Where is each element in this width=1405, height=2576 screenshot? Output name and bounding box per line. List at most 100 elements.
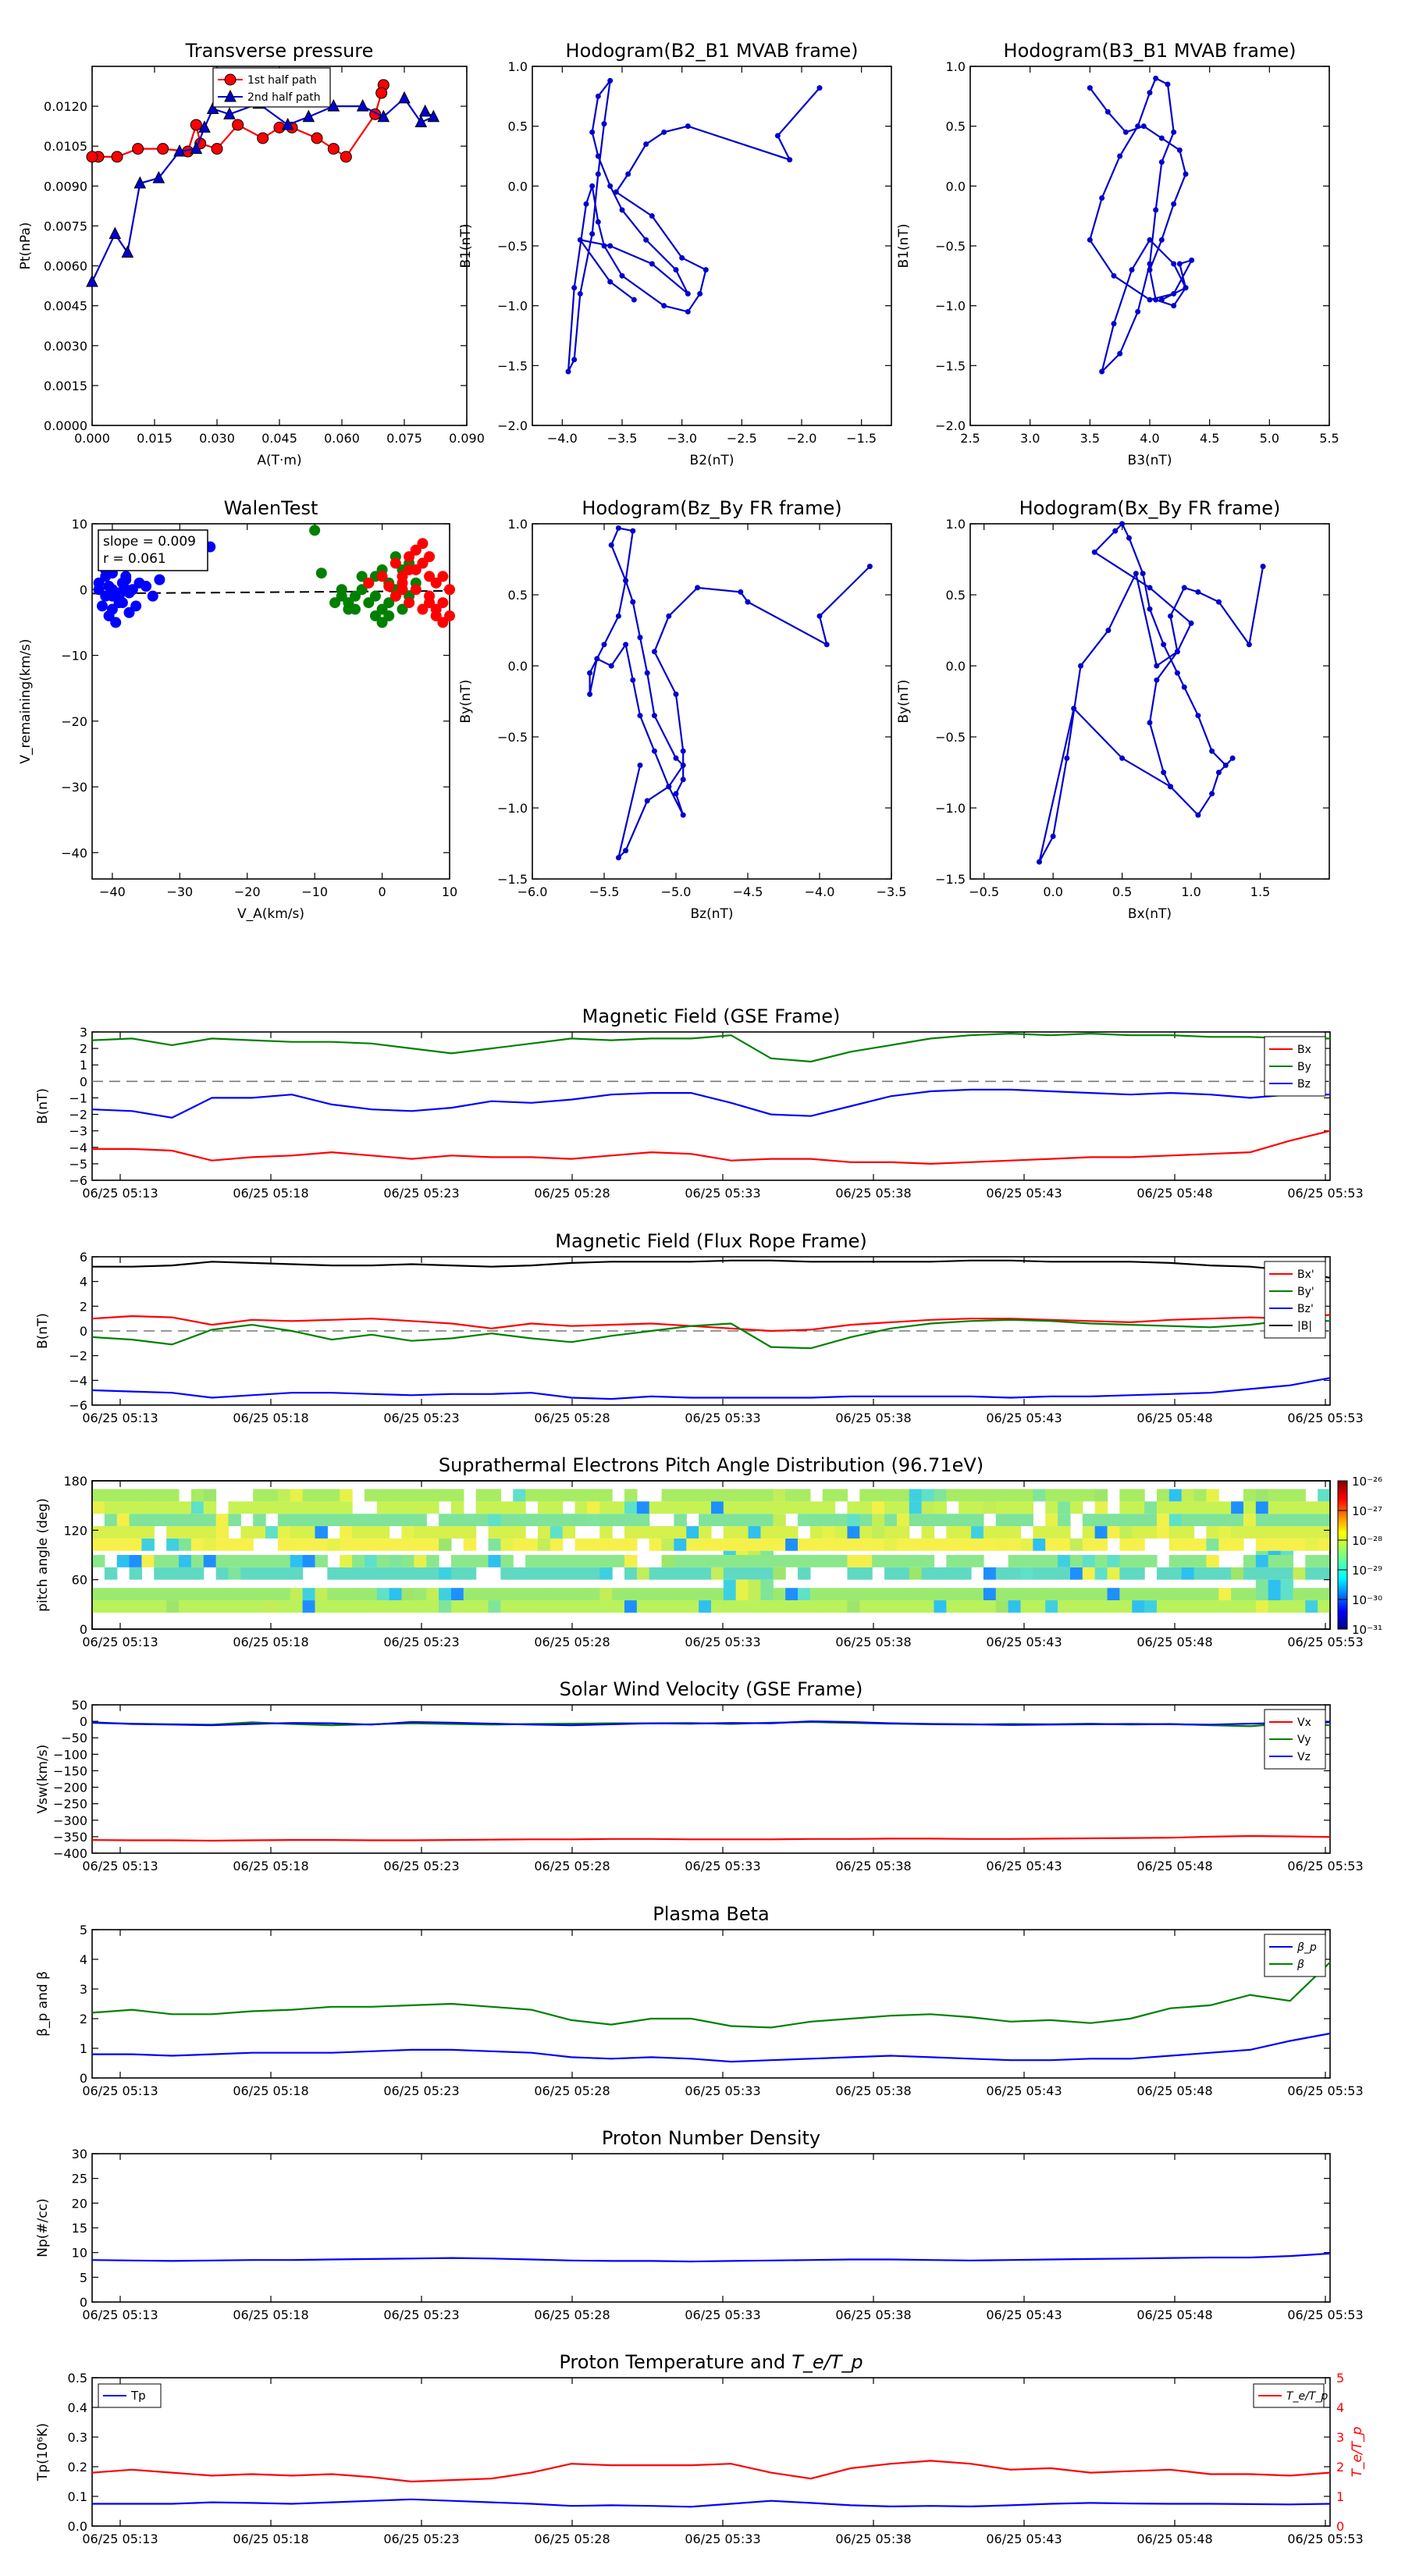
heatmap-cell: [302, 1600, 316, 1613]
colorbar-tick-label: 10⁻²⁶: [1352, 1475, 1382, 1489]
heatmap-cell: [327, 1600, 340, 1613]
series-line: [91, 1314, 1331, 1332]
heatmap-cell: [253, 1588, 266, 1601]
heatmap-cell: [215, 1555, 229, 1567]
data-point: [1153, 297, 1159, 303]
heatmap-cell: [215, 1514, 229, 1527]
data-point: [86, 274, 98, 287]
heatmap-cell: [215, 1538, 229, 1551]
heatmap-cell: [661, 1538, 675, 1551]
data-point: [619, 272, 625, 279]
heatmap-cell: [376, 1489, 390, 1502]
data-point: [1171, 261, 1177, 267]
heatmap-cell: [1045, 1501, 1058, 1514]
heatmap-cell: [699, 1600, 712, 1613]
heatmap-cell: [488, 1600, 501, 1613]
data-point: [623, 848, 629, 854]
heatmap-cell: [834, 1526, 848, 1539]
heatmap-cell: [1132, 1501, 1145, 1514]
data-point: [1119, 521, 1126, 527]
data-point: [1174, 649, 1180, 655]
chart-title: Transverse pressure: [185, 40, 374, 62]
heatmap-cell: [1132, 1567, 1145, 1580]
heatmap-cell: [735, 1579, 749, 1601]
data-point: [651, 649, 657, 655]
scatter-point: [376, 603, 388, 615]
y-tick-label: −400: [53, 1846, 87, 1861]
y-tick-label: 0.0: [508, 179, 528, 194]
heatmap-cell: [661, 1600, 675, 1613]
heatmap-cell: [426, 1600, 439, 1613]
y-tick-label: 0.0075: [44, 219, 87, 233]
heatmap-cell: [748, 1538, 762, 1551]
heatmap-cell: [822, 1501, 836, 1514]
data-point: [311, 132, 323, 144]
heatmap-cell: [1181, 1514, 1195, 1527]
heatmap-cell: [1008, 1514, 1022, 1527]
heatmap-cell: [116, 1538, 130, 1551]
scatter-point: [140, 581, 152, 592]
heatmap-cell: [735, 1501, 749, 1514]
y-tick-label: −1.0: [935, 801, 966, 816]
heatmap-cell: [562, 1526, 576, 1539]
data-point: [418, 104, 432, 117]
time-tick-label: 06/25 05:38: [835, 2307, 911, 2322]
x-tick-label: 3.0: [1020, 431, 1040, 446]
heatmap-cell: [1119, 1555, 1133, 1567]
time-tick-label: 06/25 05:18: [233, 1411, 308, 1425]
heatmap-cell: [340, 1588, 353, 1601]
heatmap-cell: [1181, 1526, 1195, 1539]
heatmap-cell: [798, 1588, 811, 1601]
legend-label: Vz: [1297, 1751, 1311, 1763]
heatmap-cell: [340, 1501, 353, 1514]
series-line: [91, 1377, 1331, 1400]
y-tick-label: 0.0: [946, 659, 966, 674]
data-point: [1091, 549, 1097, 555]
y-tick-label: −50: [61, 1731, 87, 1745]
heatmap-cell: [847, 1526, 860, 1539]
data-point: [680, 762, 686, 768]
data-point: [787, 157, 793, 163]
heatmap-cell: [636, 1526, 650, 1539]
scatter-point: [147, 590, 158, 602]
heatmap-cell: [1132, 1538, 1145, 1551]
y-tick-label: 0.5: [508, 119, 528, 134]
heatmap-cell: [1280, 1526, 1294, 1539]
heatmap-cell: [686, 1567, 699, 1580]
heatmap-cell: [525, 1489, 539, 1502]
heatmap-cell: [253, 1600, 266, 1613]
heatmap-cell: [203, 1588, 217, 1601]
heatmap-cell: [587, 1555, 600, 1567]
y-tick-label: 30: [72, 2147, 87, 2161]
time-tick-label: 06/25 05:53: [1287, 1859, 1363, 1873]
data-point: [666, 784, 672, 790]
y-tick-label: 1.0: [946, 517, 966, 532]
heatmap-cell: [1094, 1489, 1108, 1502]
heatmap-cell: [748, 1567, 762, 1580]
data-point: [702, 267, 709, 273]
heatmap-cell: [711, 1514, 724, 1527]
heatmap-cell: [426, 1588, 439, 1601]
data-point: [1147, 261, 1153, 267]
heatmap-cell: [785, 1600, 799, 1613]
y-tick-label: −1.5: [935, 872, 966, 887]
heatmap-cell: [798, 1555, 811, 1567]
series-line: [92, 2498, 1331, 2508]
heatmap-cell: [463, 1526, 477, 1539]
heatmap-cell: [1119, 1526, 1133, 1539]
time-tick-label: 06/25 05:18: [233, 2307, 308, 2322]
heatmap-cell: [884, 1567, 898, 1580]
heatmap-cell: [327, 1538, 340, 1551]
data-point: [1171, 303, 1177, 309]
heatmap-cell: [1181, 1567, 1195, 1580]
heatmap-cell: [500, 1555, 514, 1567]
heatmap-cell: [1094, 1526, 1108, 1539]
legend-label: Bz: [1297, 1078, 1311, 1091]
heatmap-cell: [426, 1489, 439, 1502]
scatter-point: [424, 551, 436, 563]
heatmap-cell: [129, 1555, 143, 1567]
legend-label: Bx': [1297, 1268, 1314, 1281]
heatmap-cell: [896, 1567, 910, 1580]
time-tick-label: 06/25 05:43: [986, 2083, 1062, 2098]
heatmap-cell: [711, 1567, 724, 1580]
